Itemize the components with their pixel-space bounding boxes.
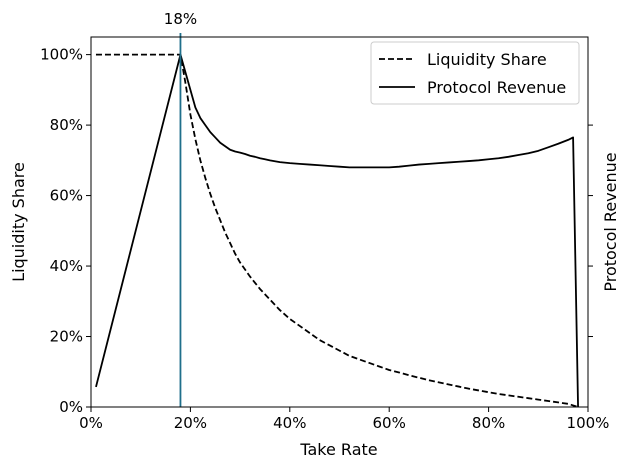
x-tick-label: 60% (373, 414, 406, 432)
x-tick-label: 80% (472, 414, 505, 432)
y-tick-label: 0% (59, 398, 83, 416)
y-axis-label: Liquidity Share (9, 162, 28, 282)
legend-label: Protocol Revenue (427, 78, 566, 97)
x-tick-label: 100% (567, 414, 610, 432)
annotation-layer: 18% (164, 10, 197, 407)
x-tick-label: 40% (273, 414, 306, 432)
x-tick-label: 0% (79, 414, 103, 432)
liquidity-share-line (95, 53, 579, 408)
y2-axis-label: Protocol Revenue (601, 152, 620, 291)
y-tick-label: 80% (50, 116, 83, 134)
plot-frame (90, 36, 589, 408)
y-tick-label: 20% (50, 328, 83, 346)
protocol-revenue-line (95, 53, 579, 408)
series-layer (95, 53, 579, 408)
y-tick-label: 100% (40, 46, 83, 64)
legend-label: Liquidity Share (427, 50, 547, 69)
axes-layer: 0% 20% 40% 60% 80% 100% 0% 20% 40% 60% 80% 100% (40, 46, 609, 432)
x-axis-label: Take Rate (299, 440, 377, 459)
annotation-label: 18% (164, 10, 197, 28)
legend-box (370, 41, 580, 105)
x-tick-label: 20% (174, 414, 207, 432)
legend: Liquidity Share Protocol Revenue (370, 41, 580, 105)
y-tick-label: 40% (50, 257, 83, 275)
y-tick-label: 60% (50, 187, 83, 205)
